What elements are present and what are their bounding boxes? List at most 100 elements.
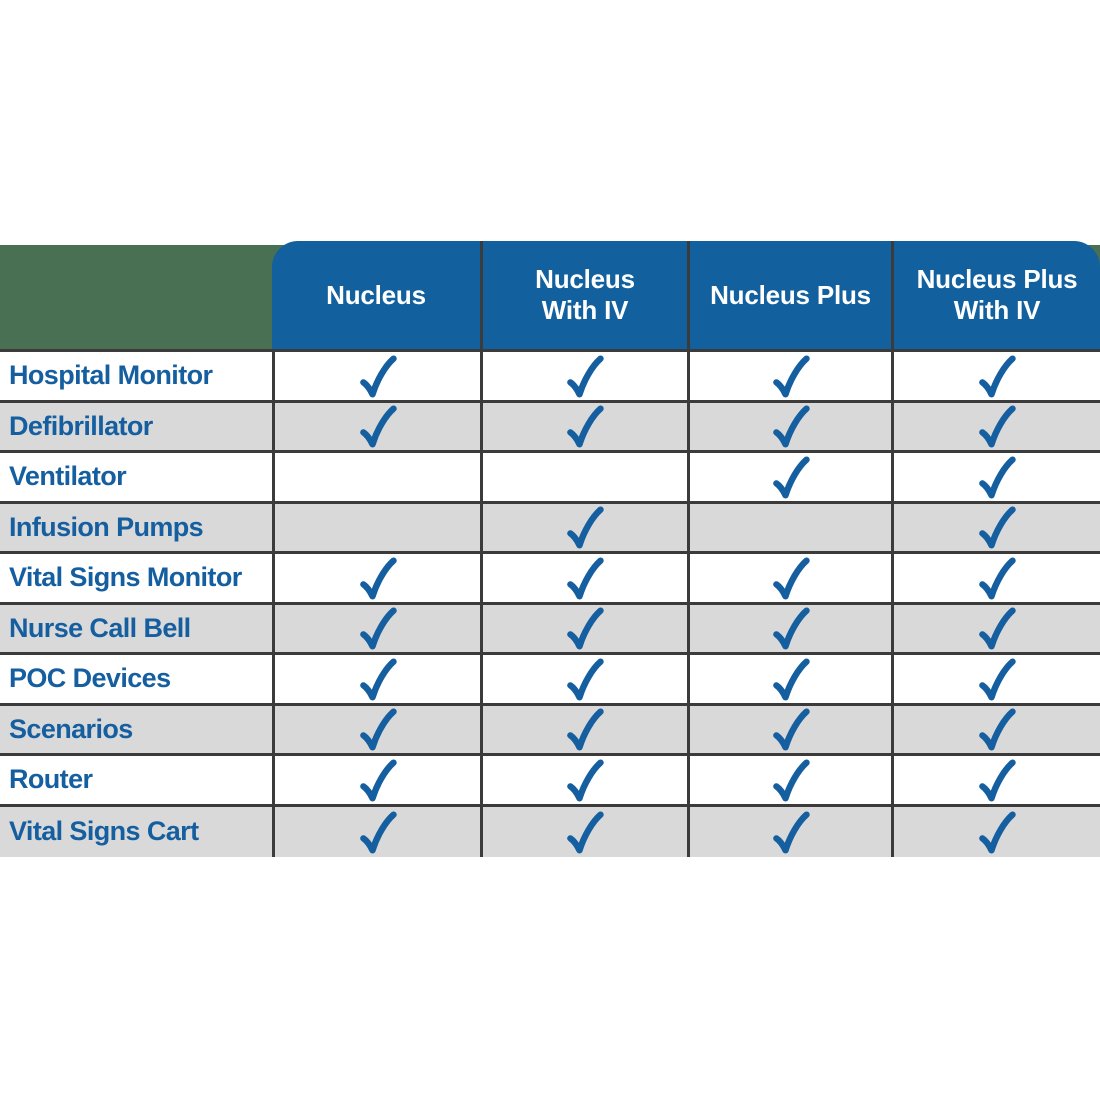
- check-cell: [480, 352, 687, 400]
- check-icon: [976, 403, 1018, 449]
- check-icon: [770, 809, 812, 855]
- check-cell: [480, 554, 687, 602]
- row-label: Vital Signs Monitor: [9, 562, 242, 593]
- column-header-nucleus-with-iv: Nucleus With IV: [480, 241, 687, 349]
- check-icon: [976, 757, 1018, 803]
- check-cell: [272, 756, 480, 804]
- check-icon: [770, 706, 812, 752]
- check-icon: [357, 656, 399, 702]
- check-cell: [272, 554, 480, 602]
- check-cell: [272, 806, 480, 857]
- row-label: Scenarios: [9, 713, 133, 744]
- check-icon: [357, 555, 399, 601]
- table-row: POC Devices: [0, 655, 1100, 706]
- check-cell: [480, 756, 687, 804]
- check-cell: [891, 705, 1100, 753]
- check-icon: [976, 605, 1018, 651]
- check-cell: [272, 604, 480, 652]
- table-row: Infusion Pumps: [0, 503, 1100, 554]
- check-cell: [891, 655, 1100, 703]
- check-cell: [891, 453, 1100, 501]
- check-cell: [687, 554, 891, 602]
- product-comparison-table: Nucleus Nucleus With IV Nucleus Plus Nuc…: [0, 241, 1100, 857]
- check-cell: [272, 453, 480, 501]
- check-cell: [272, 352, 480, 400]
- check-icon: [976, 504, 1018, 550]
- check-icon: [564, 605, 606, 651]
- check-icon: [564, 403, 606, 449]
- check-icon: [976, 555, 1018, 601]
- check-icon: [976, 353, 1018, 399]
- check-cell: [480, 604, 687, 652]
- check-icon: [770, 353, 812, 399]
- check-cell: [891, 554, 1100, 602]
- check-cell: [687, 806, 891, 857]
- row-label: Router: [9, 764, 93, 795]
- check-cell: [891, 806, 1100, 857]
- check-cell: [480, 705, 687, 753]
- table-row: Hospital Monitor: [0, 352, 1100, 403]
- check-cell: [272, 705, 480, 753]
- table-row: Nurse Call Bell: [0, 604, 1100, 655]
- check-icon: [976, 656, 1018, 702]
- check-icon: [357, 353, 399, 399]
- check-icon: [564, 706, 606, 752]
- check-cell: [687, 655, 891, 703]
- row-label: Ventilator: [9, 461, 127, 492]
- check-cell: [891, 503, 1100, 551]
- check-cell: [687, 503, 891, 551]
- check-cell: [272, 503, 480, 551]
- check-icon: [357, 605, 399, 651]
- check-cell: [891, 402, 1100, 450]
- check-icon: [976, 809, 1018, 855]
- table-row: Defibrillator: [0, 402, 1100, 453]
- check-icon: [357, 809, 399, 855]
- check-icon: [357, 403, 399, 449]
- check-icon: [976, 706, 1018, 752]
- check-cell: [687, 705, 891, 753]
- check-cell: [480, 655, 687, 703]
- check-cell: [687, 352, 891, 400]
- check-icon: [770, 555, 812, 601]
- check-cell: [272, 655, 480, 703]
- row-label: Nurse Call Bell: [9, 612, 191, 643]
- table-row: Scenarios: [0, 705, 1100, 756]
- check-icon: [564, 757, 606, 803]
- check-icon: [357, 757, 399, 803]
- table-row: Vital Signs Monitor: [0, 554, 1100, 605]
- check-icon: [770, 403, 812, 449]
- check-cell: [480, 806, 687, 857]
- check-icon: [564, 504, 606, 550]
- check-cell: [891, 352, 1100, 400]
- check-icon: [564, 809, 606, 855]
- check-icon: [770, 454, 812, 500]
- check-icon: [564, 353, 606, 399]
- check-cell: [480, 503, 687, 551]
- check-cell: [480, 453, 687, 501]
- check-icon: [770, 605, 812, 651]
- row-label: POC Devices: [9, 663, 171, 694]
- row-label: Defibrillator: [9, 410, 153, 441]
- check-cell: [480, 402, 687, 450]
- check-icon: [564, 656, 606, 702]
- header-columns-bar: Nucleus Nucleus With IV Nucleus Plus Nuc…: [272, 241, 1100, 349]
- column-header-nucleus-plus: Nucleus Plus: [687, 241, 891, 349]
- check-icon: [770, 757, 812, 803]
- check-icon: [976, 454, 1018, 500]
- check-icon: [770, 656, 812, 702]
- row-label: Hospital Monitor: [9, 360, 213, 391]
- check-cell: [687, 756, 891, 804]
- table-row: Vital Signs Cart: [0, 806, 1100, 857]
- table-header-row: Nucleus Nucleus With IV Nucleus Plus Nuc…: [0, 241, 1100, 352]
- column-header-nucleus: Nucleus: [326, 279, 426, 310]
- check-cell: [272, 402, 480, 450]
- check-cell: [891, 756, 1100, 804]
- column-header-nucleus-plus-with-iv: Nucleus Plus With IV: [891, 241, 1100, 349]
- check-cell: [891, 604, 1100, 652]
- row-label: Vital Signs Cart: [9, 816, 199, 847]
- check-cell: [687, 402, 891, 450]
- table-row: Ventilator: [0, 453, 1100, 504]
- row-label: Infusion Pumps: [9, 511, 204, 542]
- check-cell: [687, 604, 891, 652]
